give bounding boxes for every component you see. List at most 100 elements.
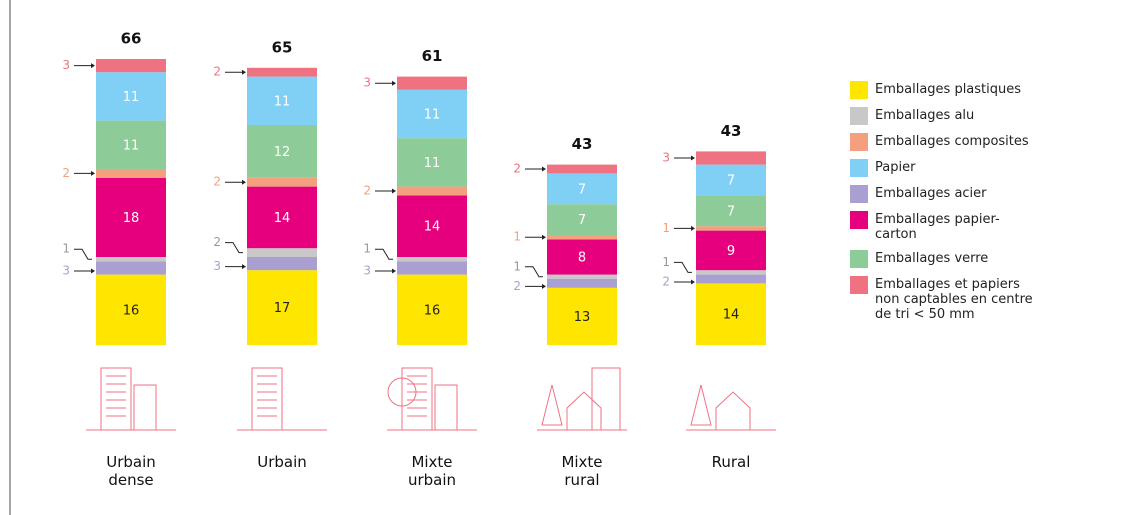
bar-segment bbox=[397, 195, 467, 257]
bar-segment bbox=[547, 274, 617, 279]
bar-segment bbox=[247, 67, 317, 77]
arrowhead bbox=[392, 80, 396, 86]
legend-item: Emballages acier bbox=[850, 185, 1040, 203]
legend-swatch bbox=[850, 159, 868, 177]
icon-tree bbox=[387, 377, 417, 407]
bar-segment bbox=[96, 177, 166, 257]
area-icon bbox=[686, 384, 776, 431]
legend-label: Papier bbox=[875, 160, 916, 175]
bar-segment bbox=[247, 177, 317, 187]
bar-segment bbox=[96, 261, 166, 275]
legend-swatch bbox=[850, 250, 868, 268]
icon-house bbox=[566, 391, 602, 430]
arrowhead bbox=[392, 188, 396, 194]
bar-segment bbox=[96, 120, 166, 169]
legend-label: Emballages et papiers non captables en c… bbox=[875, 277, 1033, 322]
bar-segment bbox=[96, 274, 166, 345]
bar-segment bbox=[247, 257, 317, 271]
value-label: 11 bbox=[424, 108, 441, 123]
legend-label: Emballages plastiques bbox=[875, 82, 1022, 97]
icon-tree bbox=[690, 384, 712, 426]
value-label: 1 bbox=[662, 221, 670, 235]
value-label: 7 bbox=[727, 204, 735, 219]
arrowhead bbox=[542, 283, 546, 289]
total-label: 43 bbox=[572, 135, 593, 153]
value-label: 1 bbox=[662, 255, 670, 269]
bar-segment bbox=[247, 270, 317, 345]
legend-swatch bbox=[850, 185, 868, 203]
bar-segment bbox=[397, 186, 467, 196]
icon-building bbox=[251, 367, 283, 431]
value-label: 16 bbox=[424, 303, 441, 318]
value-label: 3 bbox=[62, 264, 70, 278]
bar-segment bbox=[247, 248, 317, 257]
value-label: 14 bbox=[723, 308, 740, 323]
bar-segment bbox=[247, 76, 317, 125]
legend-swatch bbox=[850, 211, 868, 229]
category-label: Rural bbox=[712, 453, 751, 471]
value-label: 2 bbox=[213, 175, 221, 189]
arrowhead bbox=[392, 268, 396, 274]
arrowhead bbox=[91, 170, 95, 176]
bar-segment bbox=[397, 257, 467, 262]
value-label: 1 bbox=[62, 242, 70, 256]
pointer bbox=[74, 248, 92, 260]
value-label: 1 bbox=[513, 230, 521, 244]
bar-segment bbox=[247, 125, 317, 178]
bar-segment bbox=[96, 72, 166, 121]
bar-segment bbox=[397, 138, 467, 187]
total-label: 65 bbox=[272, 38, 293, 56]
value-label: 12 bbox=[274, 145, 291, 160]
value-label: 2 bbox=[662, 275, 670, 289]
value-label: 2 bbox=[513, 279, 521, 293]
pointer bbox=[674, 261, 692, 273]
legend-item: Emballages alu bbox=[850, 107, 1040, 125]
bar-segment bbox=[397, 261, 467, 275]
value-label: 1 bbox=[513, 259, 521, 273]
bar-segment bbox=[696, 151, 766, 165]
bar-segment bbox=[696, 270, 766, 275]
pointer bbox=[225, 242, 243, 254]
area-icon bbox=[237, 367, 327, 431]
icon-tree bbox=[541, 384, 563, 426]
bar-segment bbox=[696, 283, 766, 345]
arrowhead bbox=[91, 63, 95, 69]
bar-segment bbox=[696, 226, 766, 231]
value-label: 3 bbox=[62, 58, 70, 72]
value-label: 7 bbox=[727, 174, 735, 189]
value-label: 1 bbox=[363, 242, 371, 256]
bar-segment bbox=[696, 230, 766, 271]
total-label: 66 bbox=[121, 30, 142, 48]
bar-segment bbox=[696, 195, 766, 227]
value-label: 18 bbox=[123, 211, 140, 226]
bar-segment bbox=[547, 279, 617, 288]
bar-segment bbox=[96, 59, 166, 73]
value-label: 7 bbox=[578, 213, 586, 228]
value-label: 11 bbox=[424, 156, 441, 171]
bar-segment bbox=[547, 173, 617, 205]
legend-label: Emballages papier-carton bbox=[875, 212, 1000, 242]
value-label: 9 bbox=[727, 244, 735, 259]
arrowhead bbox=[542, 234, 546, 240]
category-label: Urbain dense bbox=[106, 453, 156, 489]
legend-item: Emballages verre bbox=[850, 250, 1040, 268]
legend-label: Emballages composites bbox=[875, 134, 1029, 149]
value-label: 3 bbox=[363, 264, 371, 278]
legend-item: Emballages composites bbox=[850, 133, 1040, 151]
legend-item: Emballages plastiques bbox=[850, 81, 1040, 99]
category-label: Urbain bbox=[257, 453, 307, 471]
bar-segment bbox=[96, 257, 166, 262]
bar-segment bbox=[547, 235, 617, 240]
value-label: 17 bbox=[274, 301, 291, 316]
icon-building bbox=[133, 384, 157, 431]
value-label: 13 bbox=[574, 310, 591, 325]
area-icon bbox=[86, 367, 176, 431]
value-label: 2 bbox=[213, 235, 221, 249]
value-label: 3 bbox=[662, 151, 670, 165]
arrowhead bbox=[242, 69, 246, 75]
value-label: 8 bbox=[578, 251, 586, 266]
bar-segment bbox=[696, 274, 766, 284]
category-label: Mixte urbain bbox=[408, 453, 456, 489]
legend-item: Emballages et papiers non captables en c… bbox=[850, 276, 1040, 322]
